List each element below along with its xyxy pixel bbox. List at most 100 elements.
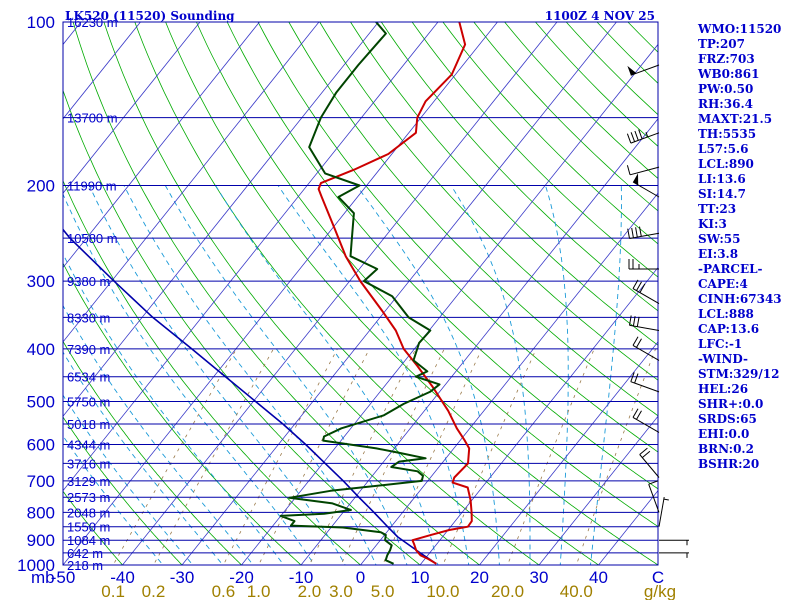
index-item: LCL:888 xyxy=(698,307,754,321)
index-item: TH:5535 xyxy=(698,127,757,141)
dry-adiabat xyxy=(319,22,658,381)
height-label: 4344 m xyxy=(67,438,110,453)
wind-barb-feather xyxy=(632,336,639,346)
pressure-label: 200 xyxy=(27,177,55,196)
dry-adiabat xyxy=(226,22,658,490)
dry-adiabat xyxy=(350,22,658,346)
index-item: LCL:890 xyxy=(698,157,754,171)
wind-barb-shaft xyxy=(630,132,660,144)
dry-adiabat xyxy=(63,416,183,565)
height-label: 3129 m xyxy=(67,474,110,489)
temperature-tick-label: 20 xyxy=(470,568,489,587)
wind-barb xyxy=(628,259,659,270)
temperature-tick-label: -10 xyxy=(289,568,314,587)
wind-barb-feather xyxy=(639,226,642,237)
pressure-label: 100 xyxy=(27,13,55,32)
height-label: 10580 m xyxy=(67,231,118,246)
height-label: 9380 m xyxy=(67,274,110,289)
wind-barb-feather xyxy=(635,227,638,238)
wind-barb xyxy=(629,315,660,331)
dry-adiabat xyxy=(63,179,362,565)
temperature-tick-label: -20 xyxy=(229,568,254,587)
temperature-tick-label: 30 xyxy=(530,568,549,587)
wind-barb-shaft xyxy=(632,181,660,198)
height-label: 2573 m xyxy=(67,490,110,505)
mixing-ratio-label: 0.1 xyxy=(101,582,125,600)
wind-barb-feather xyxy=(634,130,639,141)
pressure-label: 900 xyxy=(27,531,55,550)
isotherm-line xyxy=(240,43,658,565)
index-item: -PARCEL- xyxy=(698,262,763,276)
isotherm-line xyxy=(538,415,658,565)
stability-indices-panel: WMO:11520 TP:207 FRZ:703 WB0:861 PW:0.50 RH:3… xyxy=(698,22,798,472)
dry-adiabat xyxy=(288,22,658,417)
grid-lines xyxy=(63,22,658,565)
wind-barb xyxy=(659,539,689,546)
mixing-ratio-label: 5.0 xyxy=(371,582,395,600)
wind-barb-feather xyxy=(638,129,643,140)
pressure-label: 700 xyxy=(27,472,55,491)
index-item: BRN:0.2 xyxy=(698,442,754,456)
dry-adiabat xyxy=(134,22,600,565)
pressure-label: 300 xyxy=(27,272,55,291)
wind-barb-pennant xyxy=(633,173,639,185)
mixing-ratio-label: 10.0 xyxy=(426,582,459,600)
wind-barb-feather xyxy=(630,372,635,382)
pressure-label: 600 xyxy=(27,436,55,455)
height-label: 6534 m xyxy=(67,370,110,385)
wind-barb xyxy=(626,165,660,176)
wind-barb-feather xyxy=(634,373,639,384)
wind-barb-feather xyxy=(632,316,636,327)
dry-adiabat xyxy=(63,262,302,565)
temperature-tick-label: C xyxy=(652,568,664,587)
pressure-label: 400 xyxy=(27,340,55,359)
index-item: SW:55 xyxy=(698,232,741,246)
wind-barb xyxy=(639,447,660,478)
index-item: SRDS:65 xyxy=(698,412,757,426)
wind-barb-feather xyxy=(632,279,639,289)
plot-border xyxy=(62,21,659,566)
index-item: EI:3.8 xyxy=(698,247,739,261)
height-label: 3716 m xyxy=(67,456,110,471)
wind-barb-shaft xyxy=(639,454,660,478)
index-item: L57:5.6 xyxy=(698,142,749,156)
wind-barb-shaft xyxy=(629,232,660,239)
height-label: 218 m xyxy=(67,558,103,573)
height-label: 13700 m xyxy=(67,111,118,126)
mixing-ratio-line xyxy=(442,348,537,565)
wind-barb-feather xyxy=(636,338,642,348)
wind-barb-feather xyxy=(631,227,634,238)
wind-barb xyxy=(626,129,660,144)
isotherm-line xyxy=(63,22,439,492)
wind-barb-feather xyxy=(626,133,632,144)
index-item: TP:207 xyxy=(698,37,746,51)
isotherm-line xyxy=(419,266,658,565)
wind-barb-feather xyxy=(626,165,631,175)
wind-barb-shaft xyxy=(629,166,660,176)
dry-adiabat xyxy=(442,22,658,245)
dry-adiabat xyxy=(411,22,658,278)
dry-adiabat xyxy=(380,22,658,312)
wind-barb-feather xyxy=(627,228,630,239)
index-item: LFC:-1 xyxy=(698,337,743,351)
temperature-tick-label: 0 xyxy=(356,568,365,587)
dry-adiabat xyxy=(63,490,124,565)
isotherm-line xyxy=(63,22,379,417)
dry-adiabat xyxy=(165,22,658,565)
temperature-tick-label: -40 xyxy=(110,568,135,587)
moist-adiabat xyxy=(63,304,254,565)
isotherm-line xyxy=(181,22,617,565)
mixing-ratio-label: 0.6 xyxy=(212,582,236,600)
index-item: LI:13.6 xyxy=(698,172,746,186)
mixing-ratio-label: 1.0 xyxy=(247,582,271,600)
moist-adiabat xyxy=(123,185,377,565)
index-item: SI:14.7 xyxy=(698,187,746,201)
profile-lines xyxy=(63,22,473,565)
index-item: HEL:26 xyxy=(698,382,749,396)
index-item: EHI:0.0 xyxy=(698,427,750,441)
wind-barb-feather xyxy=(639,283,646,293)
wind-barb-shaft xyxy=(632,344,660,361)
mixing-ratio-label: 20.0 xyxy=(491,582,524,600)
